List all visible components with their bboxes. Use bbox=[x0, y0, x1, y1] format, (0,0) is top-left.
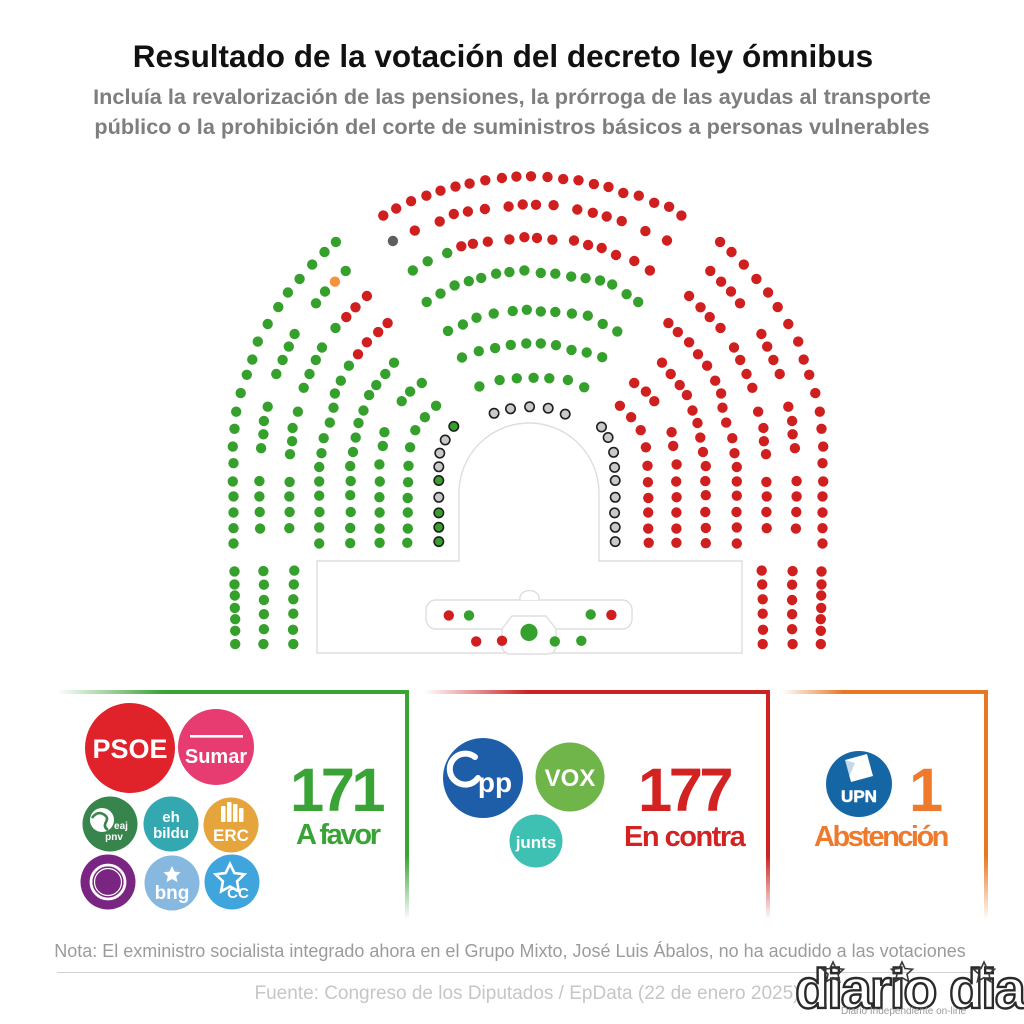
svg-text:diario dia: diario dia bbox=[795, 957, 1024, 1020]
svg-text:Diario Independiente on-line: Diario Independiente on-line bbox=[841, 1006, 967, 1017]
